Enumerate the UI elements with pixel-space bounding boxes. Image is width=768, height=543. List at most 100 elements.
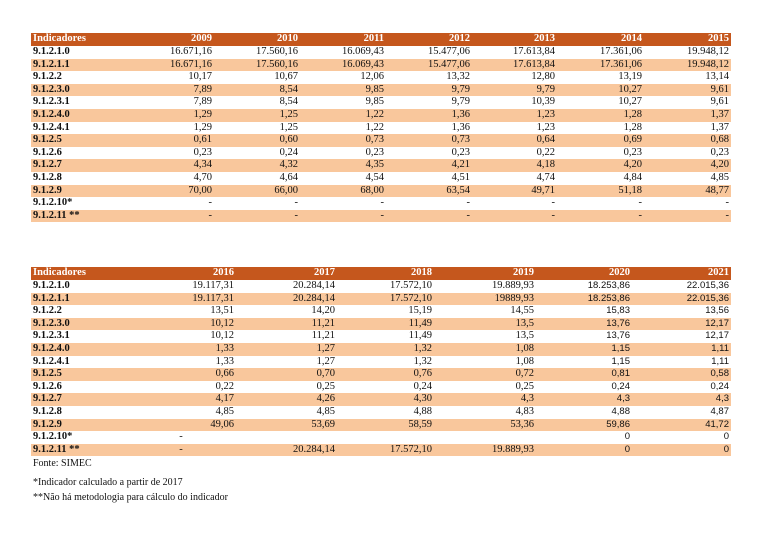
cell-value: 16.069,43 bbox=[300, 58, 386, 72]
cell-value: 13,19 bbox=[618, 71, 642, 83]
cell-value: 10,12 bbox=[126, 317, 236, 331]
cell-value: 4,64 bbox=[279, 171, 298, 183]
cell-value: 59,86 bbox=[536, 418, 632, 432]
cell-value: 0,68 bbox=[644, 134, 731, 147]
footnote-2: **Não há metodologia para cálculo do ind… bbox=[33, 492, 228, 503]
indicator-code: 9.1.2.9 bbox=[31, 184, 126, 198]
cell-value: 4,83 bbox=[515, 405, 534, 417]
cell-value: 53,69 bbox=[236, 418, 337, 432]
cell-value: 4,20 bbox=[644, 159, 731, 172]
cell-value: 12,06 bbox=[360, 71, 384, 83]
cell-value: 58,59 bbox=[337, 418, 434, 432]
table-row: 9.1.2.3.1 10,12 11,21 11,49 13,5 13,76 12,17 bbox=[31, 330, 731, 343]
cell-value: 0 bbox=[536, 443, 632, 457]
indicator-code: 9.1.2.4.1 bbox=[33, 121, 70, 133]
table-row: 9.1.2.4.0 1,33 1,27 1,32 1,08 1,15 1,11 bbox=[31, 342, 731, 356]
indicator-code: 9.1.2.5 bbox=[31, 368, 126, 381]
indicator-code: 9.1.2.2 bbox=[33, 71, 62, 83]
indicator-code: 9.1.2.4.1 bbox=[33, 355, 70, 367]
table-row: 9.1.2.2 10,17 10,67 12,06 13,32 12,80 13,19 13,… bbox=[31, 71, 731, 84]
cell-value bbox=[236, 431, 337, 444]
cell-value: 1,32 bbox=[337, 342, 434, 356]
cell-value: 17.361,06 bbox=[557, 58, 644, 72]
cell-value: 22.015,36 bbox=[632, 292, 731, 306]
cell-value: 4,26 bbox=[236, 393, 337, 406]
cell-value: - bbox=[638, 197, 643, 209]
indicator-code: 9.1.2.1.0 bbox=[33, 280, 70, 291]
indicators-table-2009-2015: Indicadores 2009 2010 2011 2012 2013 2014 2015 … bbox=[31, 33, 731, 223]
table-row: 9.1.2.3.0 10,12 11,21 11,49 13,5 13,76 12,17 bbox=[31, 317, 731, 331]
cell-value: 8,54 bbox=[279, 96, 298, 108]
cell-value: 1,15 bbox=[611, 355, 631, 367]
cell-value: 53,36 bbox=[434, 418, 536, 432]
cell-value: 0,76 bbox=[337, 368, 434, 381]
cell-value: - bbox=[179, 431, 183, 443]
cell-value: 0,25 bbox=[316, 380, 335, 392]
cell-value: 13,76 bbox=[606, 330, 630, 342]
indicator-code: 9.1.2.1.1 bbox=[31, 292, 126, 306]
cell-value: 10,67 bbox=[274, 71, 298, 83]
table-row: 9.1.2.3.0 7,89 8,54 9,85 9,79 9,79 10,27 9,61 bbox=[31, 83, 731, 97]
cell-value: 15.477,06 bbox=[428, 46, 470, 57]
cell-value: 10,27 bbox=[618, 96, 642, 108]
cell-value: 10,12 bbox=[210, 330, 234, 342]
cell-value: 13,32 bbox=[446, 71, 470, 83]
cell-value: 16.069,43 bbox=[342, 46, 384, 57]
cell-value: 15,83 bbox=[606, 305, 630, 317]
table-row: 9.1.2.11 ** -20.284,14 17.572,10 19.889,93 0… bbox=[31, 443, 731, 457]
header-year: 2011 bbox=[300, 33, 386, 46]
cell-value: 1,29 bbox=[193, 121, 212, 133]
cell-value: 9,79 bbox=[451, 96, 470, 108]
cell-value: - bbox=[208, 197, 213, 209]
cell-value: 10,39 bbox=[531, 96, 555, 108]
cell-value: 1,22 bbox=[365, 121, 384, 133]
cell-value: 41,72 bbox=[632, 418, 731, 432]
indicator-code: 9.1.2.8 bbox=[33, 171, 62, 183]
cell-value: 22.015,36 bbox=[686, 280, 729, 291]
table-row: 9.1.2.4.1 1,29 1,25 1,22 1,36 1,23 1,28 1,37 bbox=[31, 122, 731, 135]
indicator-code: 9.1.2.10* bbox=[33, 431, 73, 443]
cell-value: 4,51 bbox=[451, 171, 470, 183]
cell-value: 0,23 bbox=[193, 146, 212, 158]
cell-value: - bbox=[214, 209, 300, 223]
cell-value: 11,49 bbox=[408, 330, 432, 342]
header-year: 2021 bbox=[632, 267, 731, 280]
cell-value: 8,54 bbox=[214, 83, 300, 97]
cell-value: 12,17 bbox=[705, 330, 729, 342]
cell-value: 48,77 bbox=[644, 184, 731, 198]
cell-value: 1,37 bbox=[710, 121, 729, 133]
cell-value: 7,89 bbox=[126, 83, 214, 97]
cell-value: 14,20 bbox=[311, 305, 335, 317]
cell-value: 17.613,84 bbox=[472, 58, 557, 72]
indicator-code: 9.1.2.7 bbox=[31, 159, 126, 172]
indicator-code: 9.1.2.1.1 bbox=[31, 58, 126, 72]
cell-value: 1,32 bbox=[413, 355, 432, 367]
table-row: 9.1.2.7 4,34 4,32 4,35 4,21 4,18 4,20 4,20 bbox=[31, 159, 731, 172]
header-year: 2017 bbox=[236, 267, 337, 280]
table-row: 9.1.2.5 0,61 0,60 0,73 0,73 0,64 0,69 0,68 bbox=[31, 134, 731, 147]
cell-value: 17.572,10 bbox=[390, 280, 432, 291]
cell-value: - bbox=[126, 443, 236, 457]
cell-value: 13,14 bbox=[705, 71, 729, 83]
cell-value: 4,34 bbox=[126, 159, 214, 172]
cell-value: 1,11 bbox=[711, 355, 729, 367]
cell-value: 12,17 bbox=[632, 317, 731, 331]
cell-value: 4,85 bbox=[710, 171, 729, 183]
cell-value: 66,00 bbox=[214, 184, 300, 198]
cell-value: 19.117,31 bbox=[192, 280, 234, 291]
cell-value: 4,30 bbox=[337, 393, 434, 406]
cell-value: 11,49 bbox=[337, 317, 434, 331]
table-row: 9.1.2.2 13,51 14,20 15,19 14,55 15,83 13,56 bbox=[31, 305, 731, 318]
cell-value: 0 bbox=[624, 431, 630, 443]
cell-value: 19.889,93 bbox=[492, 280, 534, 291]
cell-value: 9,61 bbox=[710, 96, 729, 108]
cell-value: 1,25 bbox=[214, 108, 300, 122]
cell-value: 9,79 bbox=[472, 83, 557, 97]
cell-value: 1,22 bbox=[300, 108, 386, 122]
header-year: 2013 bbox=[472, 33, 557, 46]
cell-value: 4,18 bbox=[472, 159, 557, 172]
cell-value: 1,28 bbox=[557, 108, 644, 122]
cell-value: 4,21 bbox=[386, 159, 472, 172]
header-indicadores: Indicadores bbox=[31, 267, 126, 280]
cell-value: 4,35 bbox=[300, 159, 386, 172]
